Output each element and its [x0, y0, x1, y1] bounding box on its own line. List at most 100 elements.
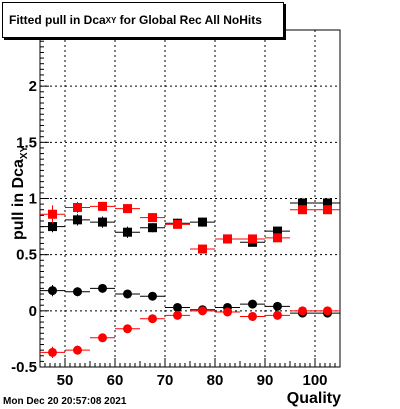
- square-marker: [98, 201, 107, 211]
- circle-marker: [298, 306, 307, 316]
- data-point: [290, 205, 315, 215]
- x-axis-label: Quality: [286, 390, 341, 407]
- x-tick-label: 70: [157, 372, 174, 389]
- x-tick-label: 90: [257, 372, 274, 389]
- data-point: [40, 284, 65, 297]
- data-point: [90, 283, 115, 293]
- square-marker: [323, 205, 332, 215]
- square-marker: [73, 215, 82, 225]
- square-marker: [298, 205, 307, 215]
- data-point: [265, 301, 290, 311]
- square-marker: [148, 213, 157, 223]
- data-point: [65, 201, 90, 214]
- data-point: [265, 233, 290, 243]
- circle-marker: [173, 302, 182, 312]
- y-tick-label: 2: [29, 78, 37, 95]
- chart-title-suffix: for Global Rec All NoHits: [116, 13, 262, 27]
- circle-marker: [273, 301, 282, 311]
- data-point: [115, 289, 140, 299]
- square-marker: [48, 209, 57, 219]
- y-axis-label-subscript: XY: [19, 145, 31, 160]
- data-point: [165, 219, 190, 229]
- data-point: [140, 314, 165, 324]
- square-marker: [298, 198, 307, 208]
- y-tick-label: 1.5: [16, 134, 37, 151]
- square-marker: [198, 217, 207, 227]
- data-point: [265, 310, 290, 320]
- chart-title-subscript: XY: [105, 15, 117, 25]
- circle-marker: [223, 307, 232, 317]
- data-point: [290, 306, 315, 316]
- square-marker: [273, 226, 282, 236]
- data-point: [65, 287, 90, 297]
- data-point: [315, 306, 340, 316]
- square-marker: [273, 233, 282, 243]
- data-point: [115, 324, 140, 334]
- data-point: [215, 234, 240, 244]
- data-point: [240, 234, 265, 244]
- data-point: [190, 244, 215, 254]
- square-marker: [173, 219, 182, 229]
- data-point: [140, 213, 165, 223]
- data-markers: [40, 198, 340, 359]
- data-point: [65, 345, 90, 355]
- data-point: [165, 310, 190, 320]
- data-point: [40, 346, 65, 359]
- square-marker: [98, 217, 107, 227]
- data-point: [90, 201, 115, 211]
- data-point: [90, 333, 115, 343]
- circle-marker: [323, 306, 332, 316]
- circle-marker: [248, 299, 257, 309]
- y-axis-label: pull in DcaXY: [10, 146, 30, 240]
- square-marker: [123, 204, 132, 214]
- circle-marker: [123, 289, 132, 299]
- data-point: [40, 205, 65, 224]
- y-tick-label: 0: [29, 303, 37, 320]
- y-tick-label: -0.5: [11, 359, 37, 376]
- circle-marker: [273, 310, 282, 320]
- data-point: [90, 216, 115, 228]
- data-point: [215, 307, 240, 317]
- square-marker: [48, 222, 57, 232]
- data-point: [315, 205, 340, 215]
- data-point: [190, 217, 215, 227]
- chart-title-prefix: Fitted pull in Dca: [9, 13, 106, 27]
- square-marker: [73, 202, 82, 212]
- circle-marker: [98, 333, 107, 343]
- square-marker: [123, 227, 132, 237]
- circle-marker: [248, 311, 257, 321]
- data-point: [115, 204, 140, 214]
- circle-marker: [148, 291, 157, 301]
- data-point: [265, 226, 290, 236]
- data-point: [140, 223, 165, 233]
- chart-title: Fitted pull in Dca XY for Global Rec All …: [2, 2, 284, 38]
- x-tick-label: 50: [57, 372, 74, 389]
- x-tick-label: 60: [107, 372, 124, 389]
- grid-lines: [40, 30, 340, 368]
- y-axis-label-main: pull in Dca: [10, 159, 27, 240]
- square-marker: [198, 244, 207, 254]
- circle-marker: [48, 286, 57, 296]
- square-marker: [323, 198, 332, 208]
- data-point: [240, 299, 265, 309]
- y-tick-label: 0.5: [16, 247, 37, 264]
- square-marker: [248, 234, 257, 244]
- circle-marker: [148, 314, 157, 324]
- square-marker: [148, 223, 157, 233]
- axes: 50 60 70 80 90 100 -0.5 0 0.5 1 1.5 2: [11, 29, 341, 389]
- square-marker: [223, 234, 232, 244]
- circle-marker: [173, 310, 182, 320]
- y-tick-label: 1: [29, 191, 37, 208]
- circle-marker: [123, 324, 132, 334]
- circle-marker: [48, 347, 57, 357]
- data-point: [240, 311, 265, 321]
- data-point: [315, 198, 340, 208]
- timestamp: Mon Dec 20 20:57:08 2021: [3, 396, 127, 407]
- data-point: [165, 302, 190, 312]
- data-point: [115, 226, 140, 238]
- x-tick-label: 100: [302, 372, 327, 389]
- data-point: [65, 214, 90, 226]
- data-point: [190, 306, 215, 316]
- circle-marker: [73, 345, 82, 355]
